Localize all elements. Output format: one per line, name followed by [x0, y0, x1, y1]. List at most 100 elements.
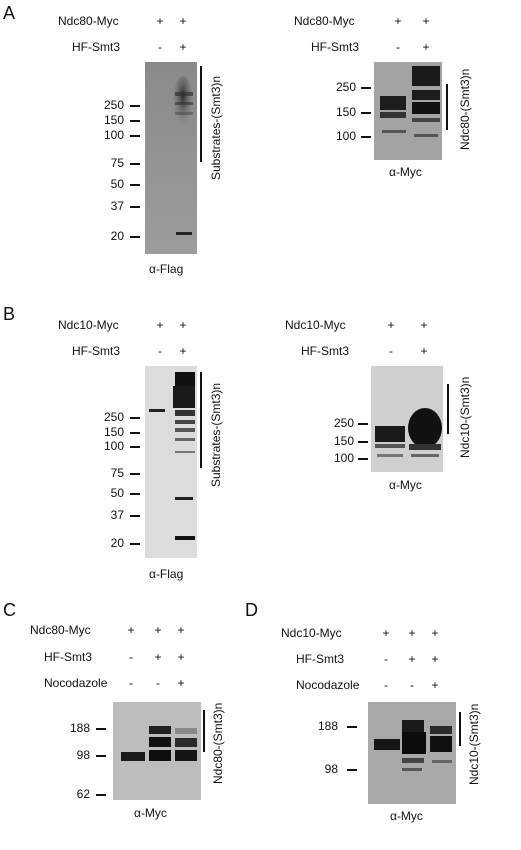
c-side-label: Ndc80-(Smt3)n: [211, 702, 225, 784]
c-row2-val3: +: [177, 650, 185, 664]
a-right-blot: [374, 62, 442, 160]
c-row3-val1: -: [129, 676, 133, 690]
b-left-bracket: [200, 372, 202, 468]
b-left-marker-150: 150: [103, 425, 124, 439]
a-left-marker-20: 20: [110, 229, 124, 243]
b-right-marker-100: 100: [333, 451, 354, 465]
c-marker-tick: [96, 728, 106, 730]
d-row1-val2: +: [408, 626, 416, 640]
b-right-marker-150: 150: [333, 434, 354, 448]
a-left-marker-37: 37: [110, 199, 124, 213]
d-row1-label: Ndc10-Myc: [281, 626, 342, 640]
panel-letter-b: B: [3, 304, 16, 324]
a-right-marker-100: 100: [335, 129, 356, 143]
a-left-marker-75: 75: [110, 156, 124, 170]
b-right-row2-val1: -: [389, 344, 393, 358]
c-row1-val1: +: [127, 623, 135, 637]
b-left-marker-tick: [130, 515, 140, 517]
a-right-marker-250: 250: [335, 80, 356, 94]
a-left-marker-tick: [130, 135, 140, 137]
b-left-row1-label: Ndc10-Myc: [58, 318, 119, 332]
d-blot: [368, 702, 456, 804]
d-row3-val1: -: [384, 678, 388, 692]
d-marker-98: 98: [324, 762, 338, 776]
c-marker-tick: [96, 794, 106, 796]
panel-letter-c: C: [3, 600, 16, 620]
panel-letter-d: D: [245, 600, 258, 620]
d-row1-val1: +: [382, 626, 390, 640]
a-right-antibody: α-Myc: [389, 165, 422, 179]
c-marker-tick: [96, 755, 106, 757]
c-blot: [113, 702, 201, 800]
a-right-row1-val2: +: [422, 14, 430, 28]
b-right-bracket: [447, 384, 449, 434]
a-left-row1-val2: +: [179, 14, 187, 28]
a-left-marker-tick: [130, 184, 140, 186]
a-left-marker-tick: [130, 236, 140, 238]
a-right-row2-val2: +: [422, 40, 430, 54]
b-right-side-label: Ndc10-(Smt3)n: [458, 376, 472, 458]
b-right-row2-label: HF-Smt3: [301, 344, 349, 358]
a-left-row2-label: HF-Smt3: [72, 40, 120, 54]
b-left-marker-tick: [130, 473, 140, 475]
a-right-marker-tick: [361, 112, 371, 114]
c-row2-val1: -: [129, 650, 133, 664]
d-row3-val2: -: [410, 678, 414, 692]
a-left-row2-val1: -: [158, 40, 162, 54]
c-row2-val2: +: [154, 650, 162, 664]
d-row1-val3: +: [431, 626, 439, 640]
b-left-row2-val1: -: [158, 344, 162, 358]
b-left-antibody: α-Flag: [149, 567, 184, 581]
d-row3-label: Nocodazole: [296, 678, 360, 692]
a-right-marker-tick: [361, 136, 371, 138]
a-left-blot: [145, 62, 197, 254]
b-left-marker-75: 75: [110, 466, 124, 480]
a-left-row1-val1: +: [156, 14, 164, 28]
a-left-side-label: Substrates-(Smt3)n: [209, 75, 223, 180]
b-right-blot: [371, 366, 443, 472]
b-right-marker-tick: [358, 458, 368, 460]
b-left-marker-tick: [130, 493, 140, 495]
b-left-row2-label: HF-Smt3: [72, 344, 120, 358]
d-antibody: α-Myc: [390, 809, 423, 823]
b-right-marker-tick: [358, 423, 368, 425]
c-row3-val3: +: [177, 676, 185, 690]
d-row2-val2: +: [408, 652, 416, 666]
b-right-marker-250: 250: [333, 416, 354, 430]
c-bracket: [203, 710, 205, 752]
a-right-side-label: Ndc80-(Smt3)n: [458, 68, 472, 150]
a-right-row2-label: HF-Smt3: [311, 40, 359, 54]
a-right-row1-label: Ndc80-Myc: [294, 14, 355, 28]
b-left-side-label: Substrates-(Smt3)n: [209, 382, 223, 487]
a-right-bracket: [446, 84, 448, 130]
b-right-row2-val2: +: [420, 344, 428, 358]
a-left-row1-label: Ndc80-Myc: [58, 14, 119, 28]
b-left-marker-tick: [130, 432, 140, 434]
c-marker-62: 62: [76, 787, 90, 801]
a-left-marker-tick: [130, 105, 140, 107]
d-side-label: Ndc10-(Smt3)n: [467, 703, 481, 785]
c-row3-val2: -: [156, 676, 160, 690]
b-left-marker-tick: [130, 417, 140, 419]
c-marker-98: 98: [76, 748, 90, 762]
b-right-row1-val1: +: [387, 318, 395, 332]
b-left-row1-val1: +: [156, 318, 164, 332]
d-row2-label: HF-Smt3: [296, 652, 344, 666]
b-right-row1-label: Ndc10-Myc: [285, 318, 346, 332]
c-marker-188: 188: [69, 721, 90, 735]
b-left-marker-tick: [130, 543, 140, 545]
b-left-marker-tick: [130, 446, 140, 448]
c-row1-val3: +: [177, 623, 185, 637]
a-right-marker-tick: [361, 87, 371, 89]
a-left-marker-tick: [130, 163, 140, 165]
c-row3-label: Nocodazole: [44, 676, 108, 690]
a-right-row1-val1: +: [394, 14, 402, 28]
b-left-marker-250: 250: [103, 410, 124, 424]
d-marker-tick: [347, 769, 357, 771]
a-left-row2-val2: +: [179, 40, 187, 54]
a-right-marker-150: 150: [335, 105, 356, 119]
b-left-marker-37: 37: [110, 508, 124, 522]
panel-letter-a: A: [3, 3, 16, 23]
a-left-marker-tick: [130, 206, 140, 208]
d-row2-val1: -: [384, 652, 388, 666]
